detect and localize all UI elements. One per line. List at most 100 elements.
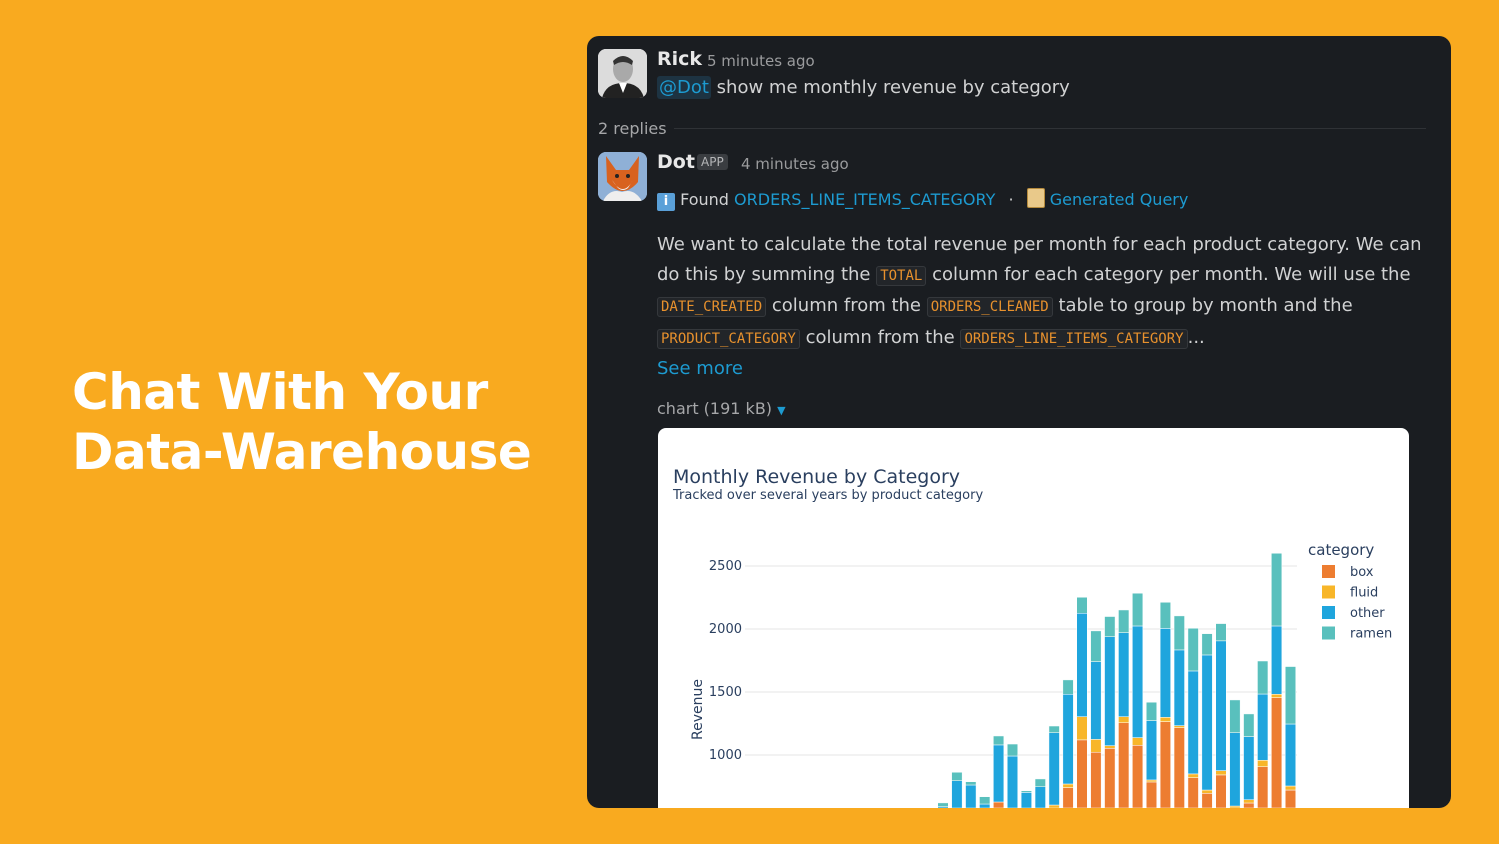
see-more-link[interactable]: See more (657, 358, 743, 379)
bar-box[interactable] (1285, 789, 1296, 808)
bar-other[interactable] (1048, 732, 1060, 806)
bar-ramen[interactable] (1104, 616, 1116, 637)
bar-fluid[interactable] (1285, 785, 1296, 791)
bar-box[interactable] (1243, 802, 1255, 808)
bar-box[interactable] (1062, 787, 1074, 808)
bar-ramen[interactable] (1007, 743, 1018, 757)
bar-fluid[interactable] (1076, 716, 1088, 741)
attachment-toggle[interactable]: chart (191 kB) ▼ (657, 399, 786, 418)
bar-fluid[interactable] (1243, 799, 1255, 804)
bar-other[interactable] (951, 780, 963, 808)
bar-box[interactable] (1215, 774, 1227, 808)
bar-ramen[interactable] (1201, 633, 1213, 656)
avatar-rick[interactable] (598, 49, 647, 98)
bar-ramen[interactable] (1271, 553, 1283, 627)
bar-other[interactable] (1132, 625, 1144, 738)
user-timestamp[interactable]: 5 minutes ago (707, 52, 815, 70)
bar-ramen[interactable] (1034, 778, 1046, 788)
avatar-dot[interactable] (598, 152, 647, 201)
bar-other[interactable] (1215, 640, 1227, 771)
bar-box[interactable] (1201, 793, 1213, 808)
bar-other[interactable] (1257, 693, 1269, 761)
bar-ramen[interactable] (1090, 630, 1102, 662)
bar-box[interactable] (1173, 727, 1185, 808)
bar-fluid[interactable] (1048, 804, 1060, 808)
bar-box[interactable] (1187, 777, 1199, 808)
bar-other[interactable] (1159, 628, 1171, 718)
bar-ramen[interactable] (1229, 699, 1241, 733)
bar-fluid[interactable] (1257, 760, 1269, 767)
bar-ramen[interactable] (1159, 602, 1171, 629)
bar-other[interactable] (1201, 654, 1213, 791)
bar-box[interactable] (1159, 721, 1171, 808)
bar-box[interactable] (1104, 748, 1116, 808)
legend-label-other[interactable]: other (1350, 606, 1385, 621)
bar-other[interactable] (1118, 632, 1130, 717)
bar-fluid[interactable] (1229, 805, 1241, 808)
bar-other[interactable] (1146, 720, 1157, 781)
bar-box[interactable] (993, 801, 1005, 808)
bar-box[interactable] (1271, 697, 1283, 808)
bar-fluid[interactable] (1118, 716, 1130, 723)
bar-ramen[interactable] (979, 796, 991, 805)
bot-author[interactable]: Dot (657, 151, 695, 173)
bar-ramen[interactable] (1146, 701, 1157, 721)
bar-ramen[interactable] (1062, 679, 1074, 695)
bar-box[interactable] (1257, 766, 1269, 808)
bar-other[interactable] (1090, 661, 1102, 740)
bar-other[interactable] (1034, 786, 1046, 808)
bar-other[interactable] (1243, 736, 1255, 800)
bar-fluid[interactable] (1104, 745, 1116, 749)
bar-ramen[interactable] (1257, 660, 1269, 695)
legend-label-box[interactable]: box (1350, 565, 1374, 580)
bar-ramen[interactable] (1118, 609, 1130, 633)
bar-box[interactable] (1132, 745, 1144, 808)
bar-fluid[interactable] (1271, 694, 1283, 698)
bar-ramen[interactable] (1187, 627, 1199, 672)
bar-other[interactable] (1187, 670, 1199, 775)
bar-other[interactable] (1229, 732, 1241, 807)
bar-ramen[interactable] (1132, 592, 1144, 627)
bar-ramen[interactable] (937, 802, 949, 807)
bar-other[interactable] (979, 803, 991, 808)
bar-ramen[interactable] (1243, 713, 1255, 737)
bar-other[interactable] (1285, 723, 1296, 787)
bar-other[interactable] (993, 744, 1005, 803)
bar-fluid[interactable] (1187, 773, 1199, 778)
bar-box[interactable] (1076, 739, 1088, 808)
bar-fluid[interactable] (1132, 737, 1144, 746)
legend-label-ramen[interactable]: ramen (1350, 627, 1392, 642)
bar-other[interactable] (1020, 792, 1032, 808)
bar-ramen[interactable] (1048, 725, 1060, 733)
bar-fluid[interactable] (1215, 770, 1227, 776)
bar-other[interactable] (1062, 694, 1074, 785)
bar-ramen[interactable] (1285, 666, 1296, 725)
bar-other[interactable] (1271, 625, 1283, 695)
bar-ramen[interactable] (993, 735, 1005, 746)
bar-ramen[interactable] (1215, 623, 1227, 642)
bar-fluid[interactable] (1062, 783, 1074, 788)
bar-ramen[interactable] (951, 772, 963, 781)
bar-fluid[interactable] (1173, 725, 1185, 728)
bar-ramen[interactable] (1020, 790, 1032, 793)
bar-other[interactable] (1076, 613, 1088, 717)
bar-other[interactable] (1104, 636, 1116, 746)
mention-dot[interactable]: @Dot (657, 76, 711, 99)
bar-other[interactable] (1007, 755, 1018, 808)
user-author[interactable]: Rick (657, 48, 703, 70)
bar-box[interactable] (1146, 781, 1157, 808)
bar-other[interactable] (965, 784, 977, 808)
bar-ramen[interactable] (1173, 615, 1185, 651)
bar-other[interactable] (1173, 649, 1185, 726)
bar-fluid[interactable] (1090, 739, 1102, 753)
bar-box[interactable] (1090, 751, 1102, 808)
bot-timestamp[interactable]: 4 minutes ago (741, 155, 849, 173)
generated-query-link[interactable]: Generated Query (1049, 190, 1189, 209)
bar-box[interactable] (1118, 722, 1130, 808)
found-table-link[interactable]: ORDERS_LINE_ITEMS_CATEGORY (734, 190, 996, 209)
bar-ramen[interactable] (1076, 596, 1088, 614)
bar-ramen[interactable] (965, 781, 977, 786)
bar-fluid[interactable] (1146, 779, 1157, 783)
legend-label-fluid[interactable]: fluid (1350, 586, 1378, 601)
bar-fluid[interactable] (1201, 789, 1213, 794)
